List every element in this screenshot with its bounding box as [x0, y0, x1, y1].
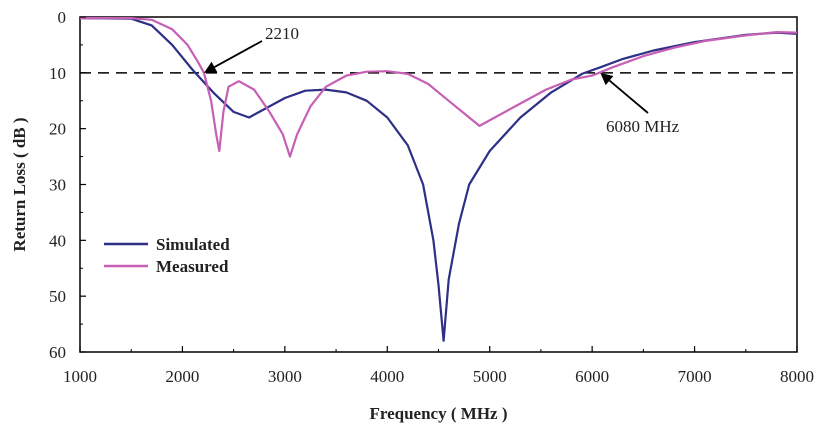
y-tick-label: 0	[58, 8, 67, 27]
legend: Simulated Measured	[104, 235, 230, 276]
annotation-arrow-shaft	[214, 40, 263, 68]
annotation-arrow-head	[203, 61, 218, 73]
y-tick-label: 50	[49, 287, 66, 306]
annotation-label: 2210	[265, 24, 299, 43]
y-tick-label: 40	[49, 231, 66, 250]
legend-label-measured: Measured	[156, 257, 229, 276]
annotation-arrow-head	[600, 72, 614, 86]
y-axis-title: Return Loss ( dB )	[10, 117, 29, 251]
x-tick-label: 4000	[370, 367, 404, 386]
annotation-label: 6080 MHz	[606, 117, 680, 136]
x-tick-label: 5000	[473, 367, 507, 386]
annotation-arrow-shaft	[608, 79, 649, 114]
x-tick-label: 1000	[63, 367, 97, 386]
y-tick-label: 60	[49, 343, 66, 362]
y-tick-label: 10	[49, 64, 66, 83]
series-layer	[79, 17, 798, 342]
x-tick-label: 7000	[678, 367, 712, 386]
legend-label-simulated: Simulated	[156, 235, 230, 254]
x-tick-label: 3000	[268, 367, 302, 386]
series-line-measured	[80, 17, 798, 158]
y-ticks: 0 10 20 30 40 50 60	[49, 8, 86, 362]
x-tick-label: 8000	[780, 367, 814, 386]
y-tick-label: 20	[49, 120, 66, 139]
annotations: 2210 6080 MHz	[203, 24, 680, 136]
series-line-simulated	[79, 17, 798, 342]
x-tick-label: 6000	[575, 367, 609, 386]
x-axis-title: Frequency ( MHz )	[369, 404, 507, 423]
y-tick-label: 30	[49, 176, 66, 195]
x-tick-label: 2000	[165, 367, 199, 386]
x-ticks: 1000 2000 3000 4000 5000 6000 7000 8000	[63, 346, 814, 386]
